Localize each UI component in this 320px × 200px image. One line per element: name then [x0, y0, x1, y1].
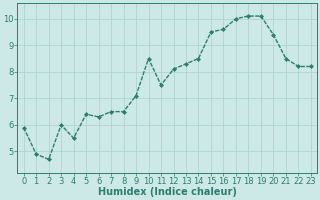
X-axis label: Humidex (Indice chaleur): Humidex (Indice chaleur) — [98, 187, 237, 197]
